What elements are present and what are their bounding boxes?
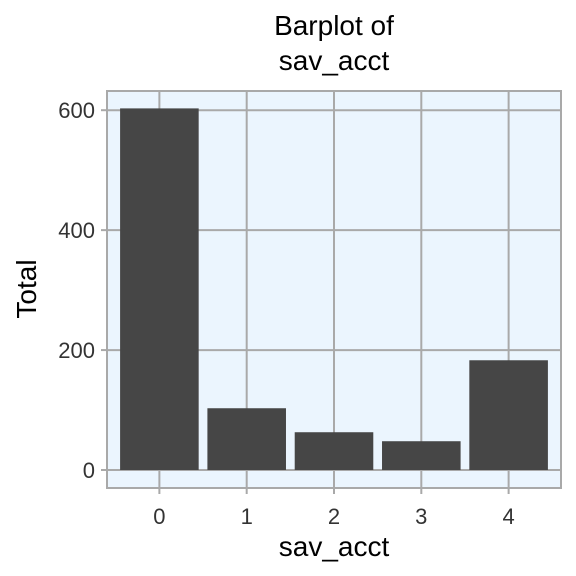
y-tick-label: 200	[58, 338, 95, 363]
bar-2	[294, 432, 374, 471]
y-axis-ticks: 0 200 400 600	[58, 98, 107, 483]
x-tick-label: 3	[415, 504, 427, 529]
chart-title-line-2: sav_acct	[279, 45, 390, 76]
y-tick-label: 400	[58, 218, 95, 243]
y-tick-label: 600	[58, 98, 95, 123]
x-axis-ticks: 0 1 2 3 4	[153, 488, 515, 529]
x-tick-label: 2	[328, 504, 340, 529]
x-tick-label: 0	[153, 504, 165, 529]
x-tick-label: 4	[502, 504, 514, 529]
bars	[120, 108, 548, 471]
y-axis-label: Total	[11, 259, 42, 318]
x-tick-label: 1	[241, 504, 253, 529]
bar-3	[382, 441, 461, 471]
y-tick-label: 0	[83, 458, 95, 483]
bar-4	[469, 360, 548, 471]
bar-0	[120, 108, 199, 471]
chart-title-line-1: Barplot of	[274, 10, 394, 41]
bar-1	[207, 408, 286, 471]
x-axis-label: sav_acct	[279, 531, 390, 562]
